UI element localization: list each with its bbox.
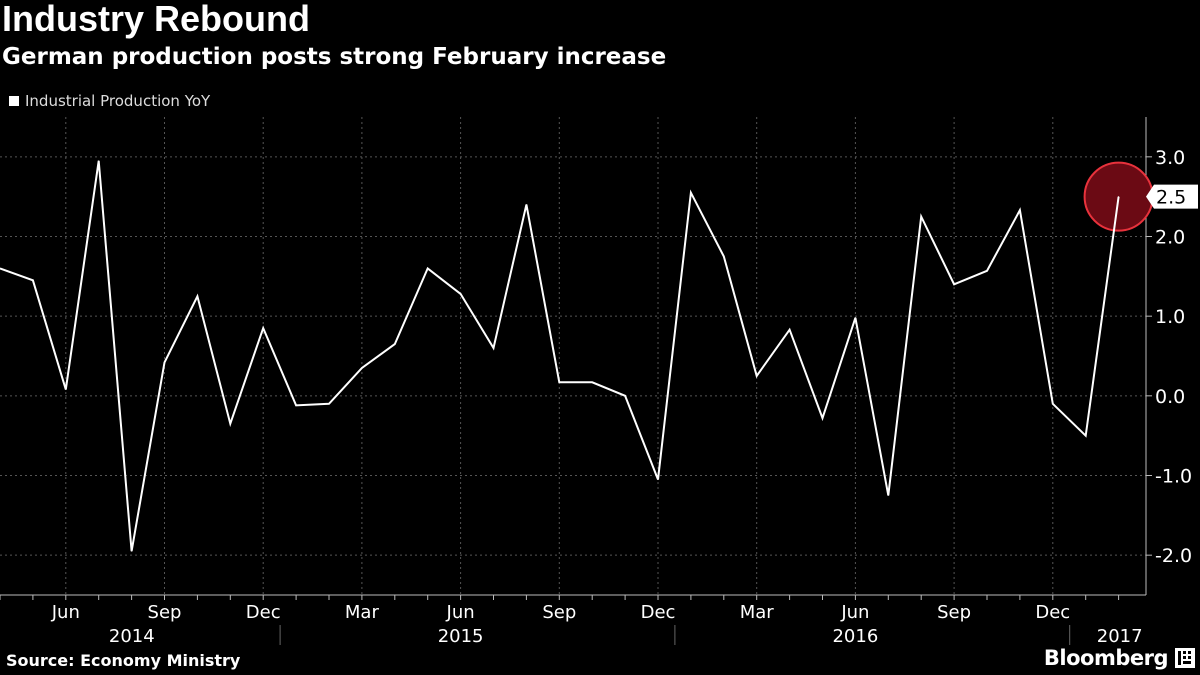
x-tick-label: Jun	[51, 602, 80, 623]
data-point	[65, 388, 67, 390]
data-point	[525, 204, 527, 206]
data-point	[657, 478, 659, 480]
x-tick-label: Sep	[937, 602, 971, 623]
x-tick-label: Dec	[1035, 602, 1070, 623]
data-point	[723, 255, 725, 257]
data-point	[394, 343, 396, 345]
data-point	[1118, 196, 1120, 198]
x-tick-label: Dec	[246, 602, 281, 623]
data-point	[756, 375, 758, 377]
data-point	[262, 327, 264, 329]
x-tick-label: Mar	[740, 602, 775, 623]
data-point	[229, 423, 231, 425]
data-point	[558, 381, 560, 383]
x-year-label: 2014	[109, 626, 155, 647]
data-point	[328, 403, 330, 405]
data-point	[822, 417, 823, 419]
data-point	[295, 404, 297, 406]
y-tick-label: 3.0	[1155, 147, 1185, 169]
data-point	[1052, 403, 1054, 405]
y-tick-label: 0.0	[1155, 386, 1185, 408]
x-year-label: 2015	[438, 626, 484, 647]
data-point	[196, 295, 198, 297]
data-point	[131, 550, 133, 552]
legend-label: Industrial Production YoY	[25, 92, 211, 110]
data-point	[953, 283, 955, 285]
bloomberg-terminal-icon	[1175, 648, 1195, 668]
y-tick-label: 2.0	[1155, 227, 1185, 249]
x-tick-label: Dec	[641, 602, 676, 623]
legend-swatch	[9, 96, 19, 106]
data-point	[32, 279, 34, 281]
data-point	[986, 270, 988, 272]
legend: Industrial Production YoY	[9, 92, 210, 110]
source-note: Source: Economy Ministry	[6, 651, 241, 670]
data-point	[1085, 435, 1087, 437]
data-point	[887, 494, 889, 496]
x-tick-label: Jun	[840, 602, 869, 623]
data-point	[98, 160, 100, 162]
y-tick-label: -2.0	[1155, 545, 1192, 567]
data-point	[427, 267, 429, 269]
data-point	[361, 367, 363, 369]
value-flag	[1146, 184, 1198, 209]
data-point	[1019, 209, 1021, 211]
data-point	[591, 381, 593, 383]
x-tick-label: Mar	[345, 602, 380, 623]
x-tick-label: Sep	[148, 602, 182, 623]
data-point	[920, 216, 922, 218]
x-year-label: 2016	[832, 626, 878, 647]
y-tick-label: -1.0	[1155, 466, 1192, 488]
data-point	[854, 317, 856, 319]
data-point	[690, 192, 692, 194]
chart-title: Industry Rebound	[2, 0, 310, 39]
y-tick-label: 1.0	[1155, 306, 1185, 328]
data-point	[164, 361, 165, 363]
x-tick-label: Jun	[446, 602, 475, 623]
x-tick-label: Sep	[542, 602, 576, 623]
data-point	[0, 267, 1, 269]
x-year-label: 2017	[1097, 626, 1143, 647]
brand-logo-text: Bloomberg	[1043, 646, 1169, 670]
value-flag-label: 2.5	[1156, 187, 1186, 209]
data-point	[493, 347, 494, 349]
chart-subtitle: German production posts strong February …	[2, 44, 667, 70]
data-point	[789, 329, 791, 331]
data-point	[624, 395, 626, 397]
data-point	[460, 293, 462, 295]
